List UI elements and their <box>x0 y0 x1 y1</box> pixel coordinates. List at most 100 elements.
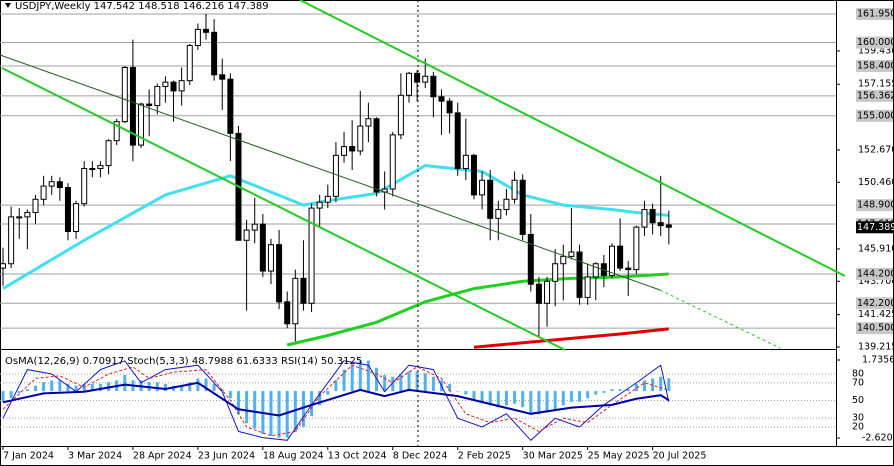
level-label: 50 <box>852 395 864 406</box>
candle-body <box>113 121 120 142</box>
candle-body <box>64 187 71 233</box>
candle-body <box>389 134 396 190</box>
osma-bar <box>25 389 29 392</box>
candle-body <box>576 251 583 298</box>
candle-body <box>535 283 542 304</box>
osma-bar <box>602 391 606 393</box>
candle-body <box>365 118 372 127</box>
x-tick-label: 23 Jun 2024 <box>198 451 255 462</box>
y-tick-label: 145.910 <box>858 243 894 254</box>
x-tick-label: 7 Jan 2024 <box>3 451 54 462</box>
candle-body <box>454 112 461 170</box>
y-tick-label: 141.425 <box>858 309 894 320</box>
osma-bar <box>310 391 314 417</box>
x-tick-label: 25 May 2025 <box>588 451 650 462</box>
chart-header: USDJPY,Weekly 147.542 148.518 146.216 14… <box>15 1 269 12</box>
osma-bar <box>366 360 370 392</box>
osma-bar <box>496 391 500 408</box>
y-tick-label: 139.215 <box>858 342 894 353</box>
candle-body <box>105 140 112 167</box>
x-tick-label: 30 Mar 2025 <box>523 451 583 462</box>
indicator-line <box>2 381 670 417</box>
candle-body <box>40 185 47 200</box>
level-box <box>856 59 893 72</box>
osma-bar <box>334 380 338 392</box>
osma-bar <box>163 383 167 392</box>
candle-body <box>430 75 437 98</box>
level-label: 142.200 <box>857 298 894 309</box>
candle-body <box>284 301 291 325</box>
level-box <box>856 199 893 212</box>
candle-body <box>267 244 274 272</box>
osma-bar <box>74 385 78 392</box>
level-label: 144.200 <box>857 268 894 279</box>
indicator-line <box>473 327 669 349</box>
candle-body <box>397 94 404 136</box>
candle-body <box>48 181 55 187</box>
osma-bar <box>277 391 281 438</box>
level-label: 148.900 <box>857 200 894 211</box>
candle-body <box>259 223 266 272</box>
osma-bar <box>626 389 630 392</box>
osma-bar <box>504 391 508 406</box>
x-tick-label: 18 Aug 2024 <box>263 451 324 462</box>
osma-bar <box>659 376 663 392</box>
osma-bar <box>464 391 468 395</box>
candle-body <box>203 28 209 33</box>
candle-body <box>219 74 226 80</box>
candle-body <box>649 209 656 224</box>
osma-bar <box>456 391 460 392</box>
osma-bar <box>285 391 289 438</box>
osma-bar <box>90 383 94 392</box>
candle-body <box>357 125 364 152</box>
candle-body <box>324 195 331 203</box>
osma-bar <box>318 391 322 406</box>
level-label: 140.500 <box>857 323 894 334</box>
candle-body <box>657 222 664 227</box>
trend-line <box>299 0 846 277</box>
osma-bar <box>220 389 224 392</box>
menu-arrow <box>5 3 11 8</box>
candle-body <box>56 181 63 189</box>
trend-line <box>1 67 566 351</box>
candle-body <box>552 263 559 282</box>
level-box <box>856 109 893 122</box>
level-label: 20 <box>852 422 864 433</box>
osma-bar <box>415 371 419 392</box>
osma-bar <box>350 364 354 392</box>
candle-body <box>341 146 348 156</box>
osma-bar <box>480 391 484 402</box>
candle-body <box>462 154 469 170</box>
candle-body <box>8 216 15 265</box>
osma-bar <box>58 380 62 392</box>
x-tick-label: 8 Dec 2024 <box>393 451 448 462</box>
osma-bar <box>50 380 54 392</box>
candle-body <box>73 203 80 233</box>
candle-body <box>609 245 615 276</box>
candle-body <box>446 100 453 114</box>
y-tick-label: 143.700 <box>858 276 894 287</box>
candle-body <box>97 165 104 170</box>
osma-bar <box>66 383 70 392</box>
osma-bar <box>196 378 200 392</box>
candle-body <box>617 245 624 269</box>
indicator-line <box>2 360 670 442</box>
candle-body <box>129 66 136 146</box>
x-tick-label: 13 Oct 2024 <box>328 451 387 462</box>
candle-body <box>422 75 429 83</box>
osma-bar <box>180 385 184 392</box>
osma-bar <box>586 391 590 399</box>
osma-bar <box>123 374 127 392</box>
indicator-line <box>2 364 669 437</box>
osma-bar <box>1 391 5 402</box>
candle-body <box>0 263 6 269</box>
candle-body <box>170 81 177 92</box>
candle-body <box>24 211 31 218</box>
osma-bar <box>561 391 565 406</box>
candle-body <box>568 251 575 257</box>
candle-body <box>544 280 551 304</box>
level-label: 156.362 <box>857 90 894 101</box>
candle-body <box>251 223 258 231</box>
osma-bar <box>33 385 37 392</box>
